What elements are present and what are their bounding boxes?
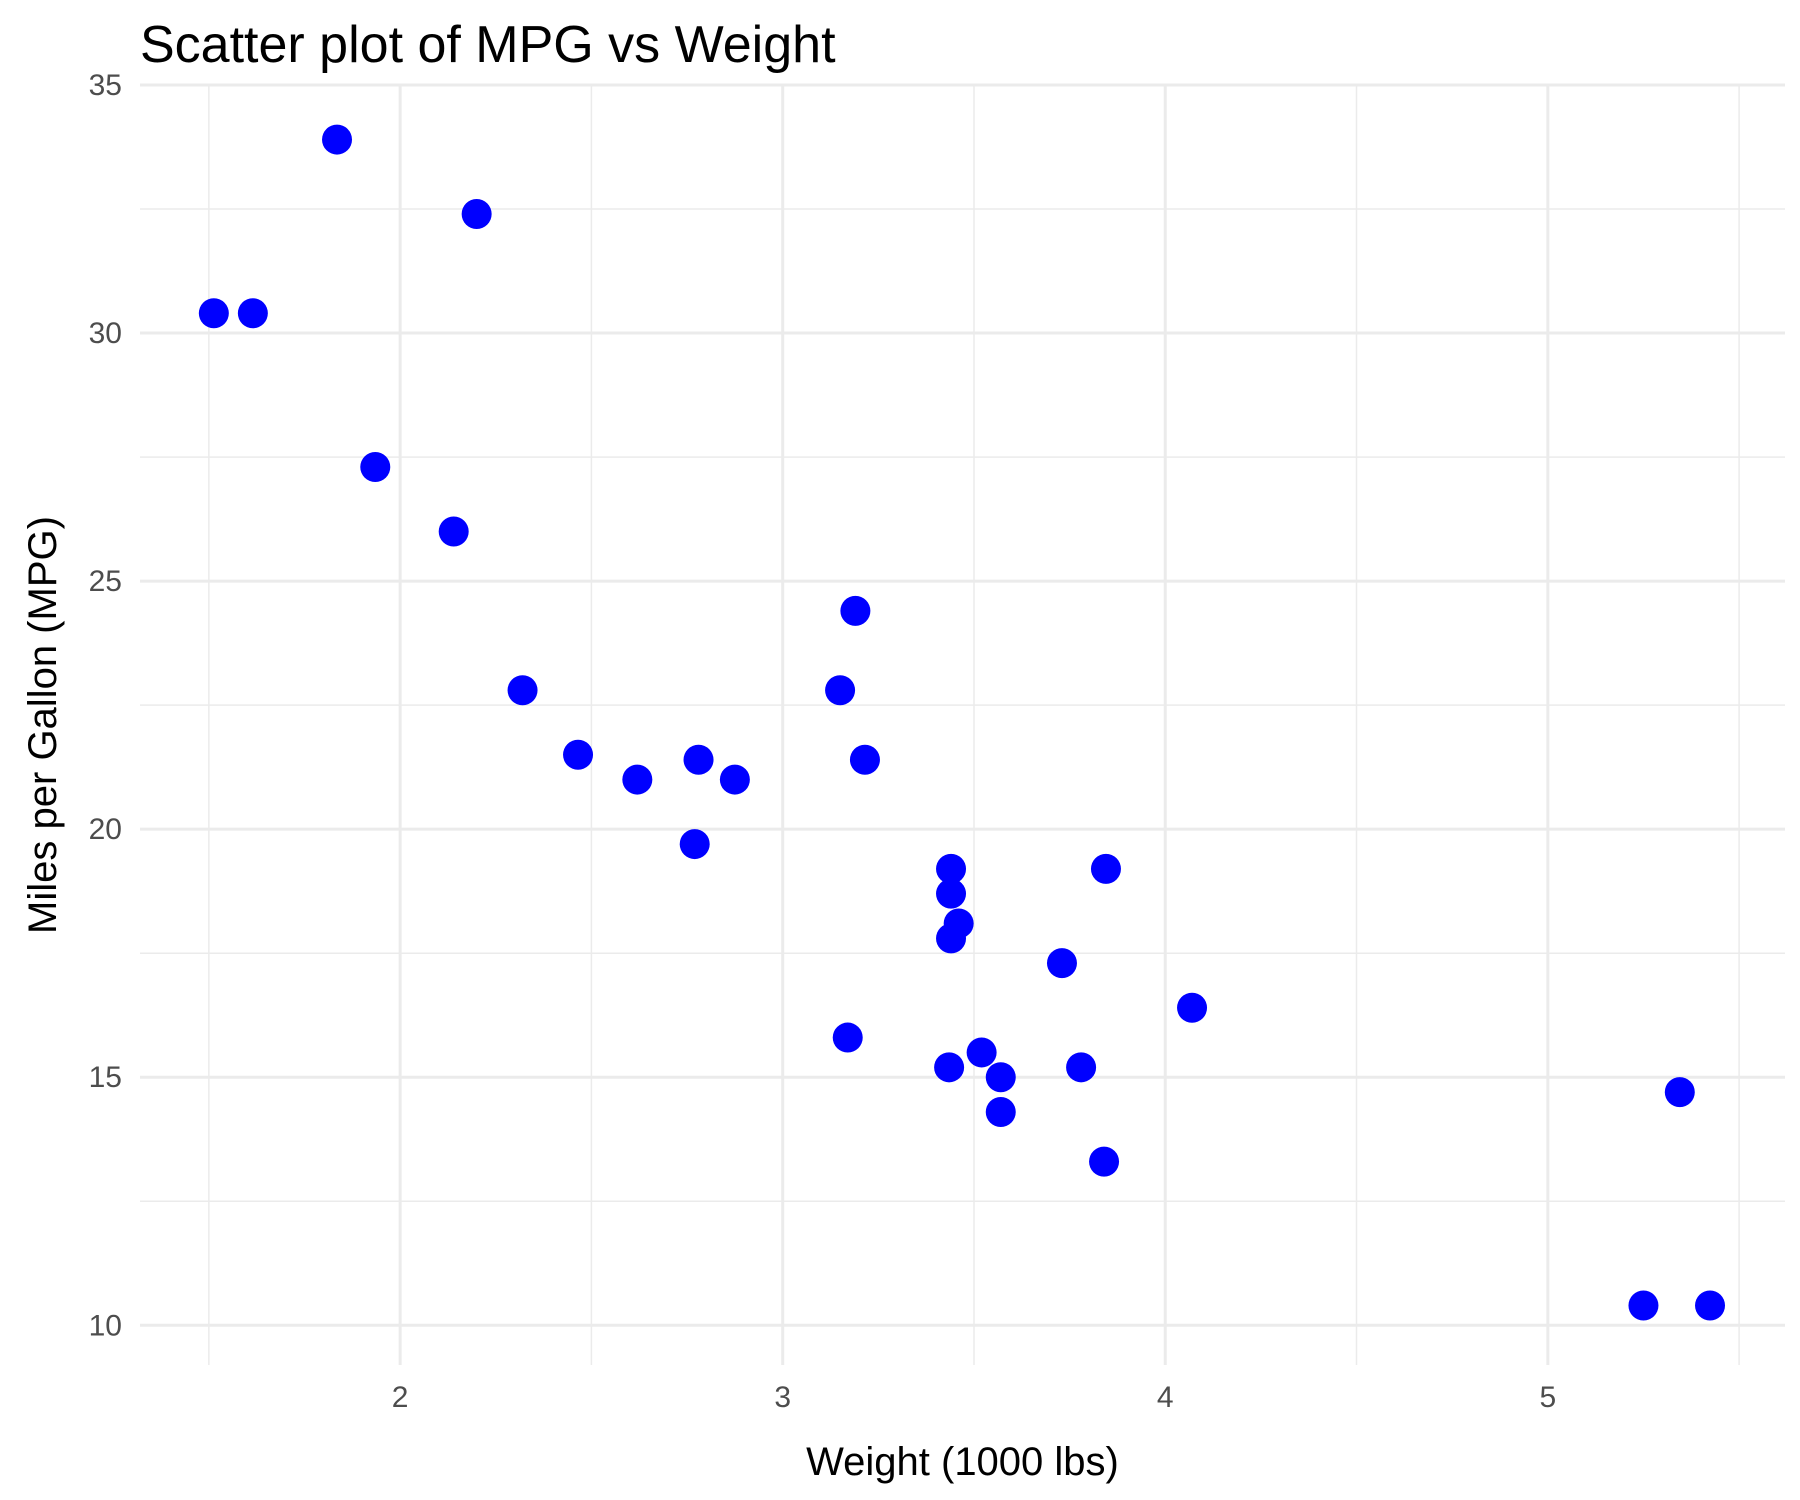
data-point	[1090, 853, 1121, 884]
y-tick-label: 10	[89, 1309, 122, 1342]
x-axis-ticks: 2 3 4 5	[392, 1381, 1556, 1414]
data-point	[825, 675, 856, 706]
data-point	[438, 516, 469, 547]
data-points	[198, 124, 1726, 1321]
data-point	[849, 744, 880, 775]
data-point	[1628, 1290, 1659, 1321]
data-point	[622, 764, 653, 795]
data-point	[1177, 992, 1208, 1023]
data-point	[936, 853, 967, 884]
grid	[140, 83, 1785, 1365]
data-point	[322, 124, 353, 155]
y-tick-label: 25	[89, 565, 122, 598]
data-point	[832, 1022, 863, 1053]
x-tick-label: 4	[1157, 1381, 1174, 1414]
data-point	[936, 878, 967, 909]
x-tick-label: 5	[1539, 1381, 1556, 1414]
data-point	[237, 298, 268, 329]
data-point	[1089, 1146, 1120, 1177]
y-axis-label: Miles per Gallon (MPG)	[21, 516, 65, 934]
data-point	[563, 739, 594, 770]
data-point	[461, 198, 492, 229]
x-tick-label: 2	[392, 1381, 409, 1414]
data-point	[936, 923, 967, 954]
data-point	[683, 744, 714, 775]
data-point	[934, 1052, 965, 1083]
data-point	[985, 1096, 1016, 1127]
y-axis-ticks: 10 15 20 25 30 35	[89, 69, 122, 1342]
y-tick-label: 20	[89, 813, 122, 846]
y-tick-label: 15	[89, 1061, 122, 1094]
data-point	[360, 452, 391, 483]
x-tick-label: 3	[774, 1381, 791, 1414]
data-point	[507, 675, 538, 706]
data-point	[1046, 948, 1077, 979]
chart-title: Scatter plot of MPG vs Weight	[140, 16, 836, 74]
data-point	[679, 829, 710, 860]
data-point	[198, 298, 229, 329]
data-point	[1066, 1052, 1097, 1083]
x-axis-label: Weight (1000 lbs)	[806, 1440, 1119, 1484]
y-tick-label: 35	[89, 69, 122, 102]
y-tick-label: 30	[89, 317, 122, 350]
data-point	[1664, 1077, 1695, 1108]
data-point	[719, 764, 750, 795]
data-point	[1695, 1290, 1726, 1321]
data-point	[840, 595, 871, 626]
data-point	[985, 1062, 1016, 1093]
data-point	[966, 1037, 997, 1068]
